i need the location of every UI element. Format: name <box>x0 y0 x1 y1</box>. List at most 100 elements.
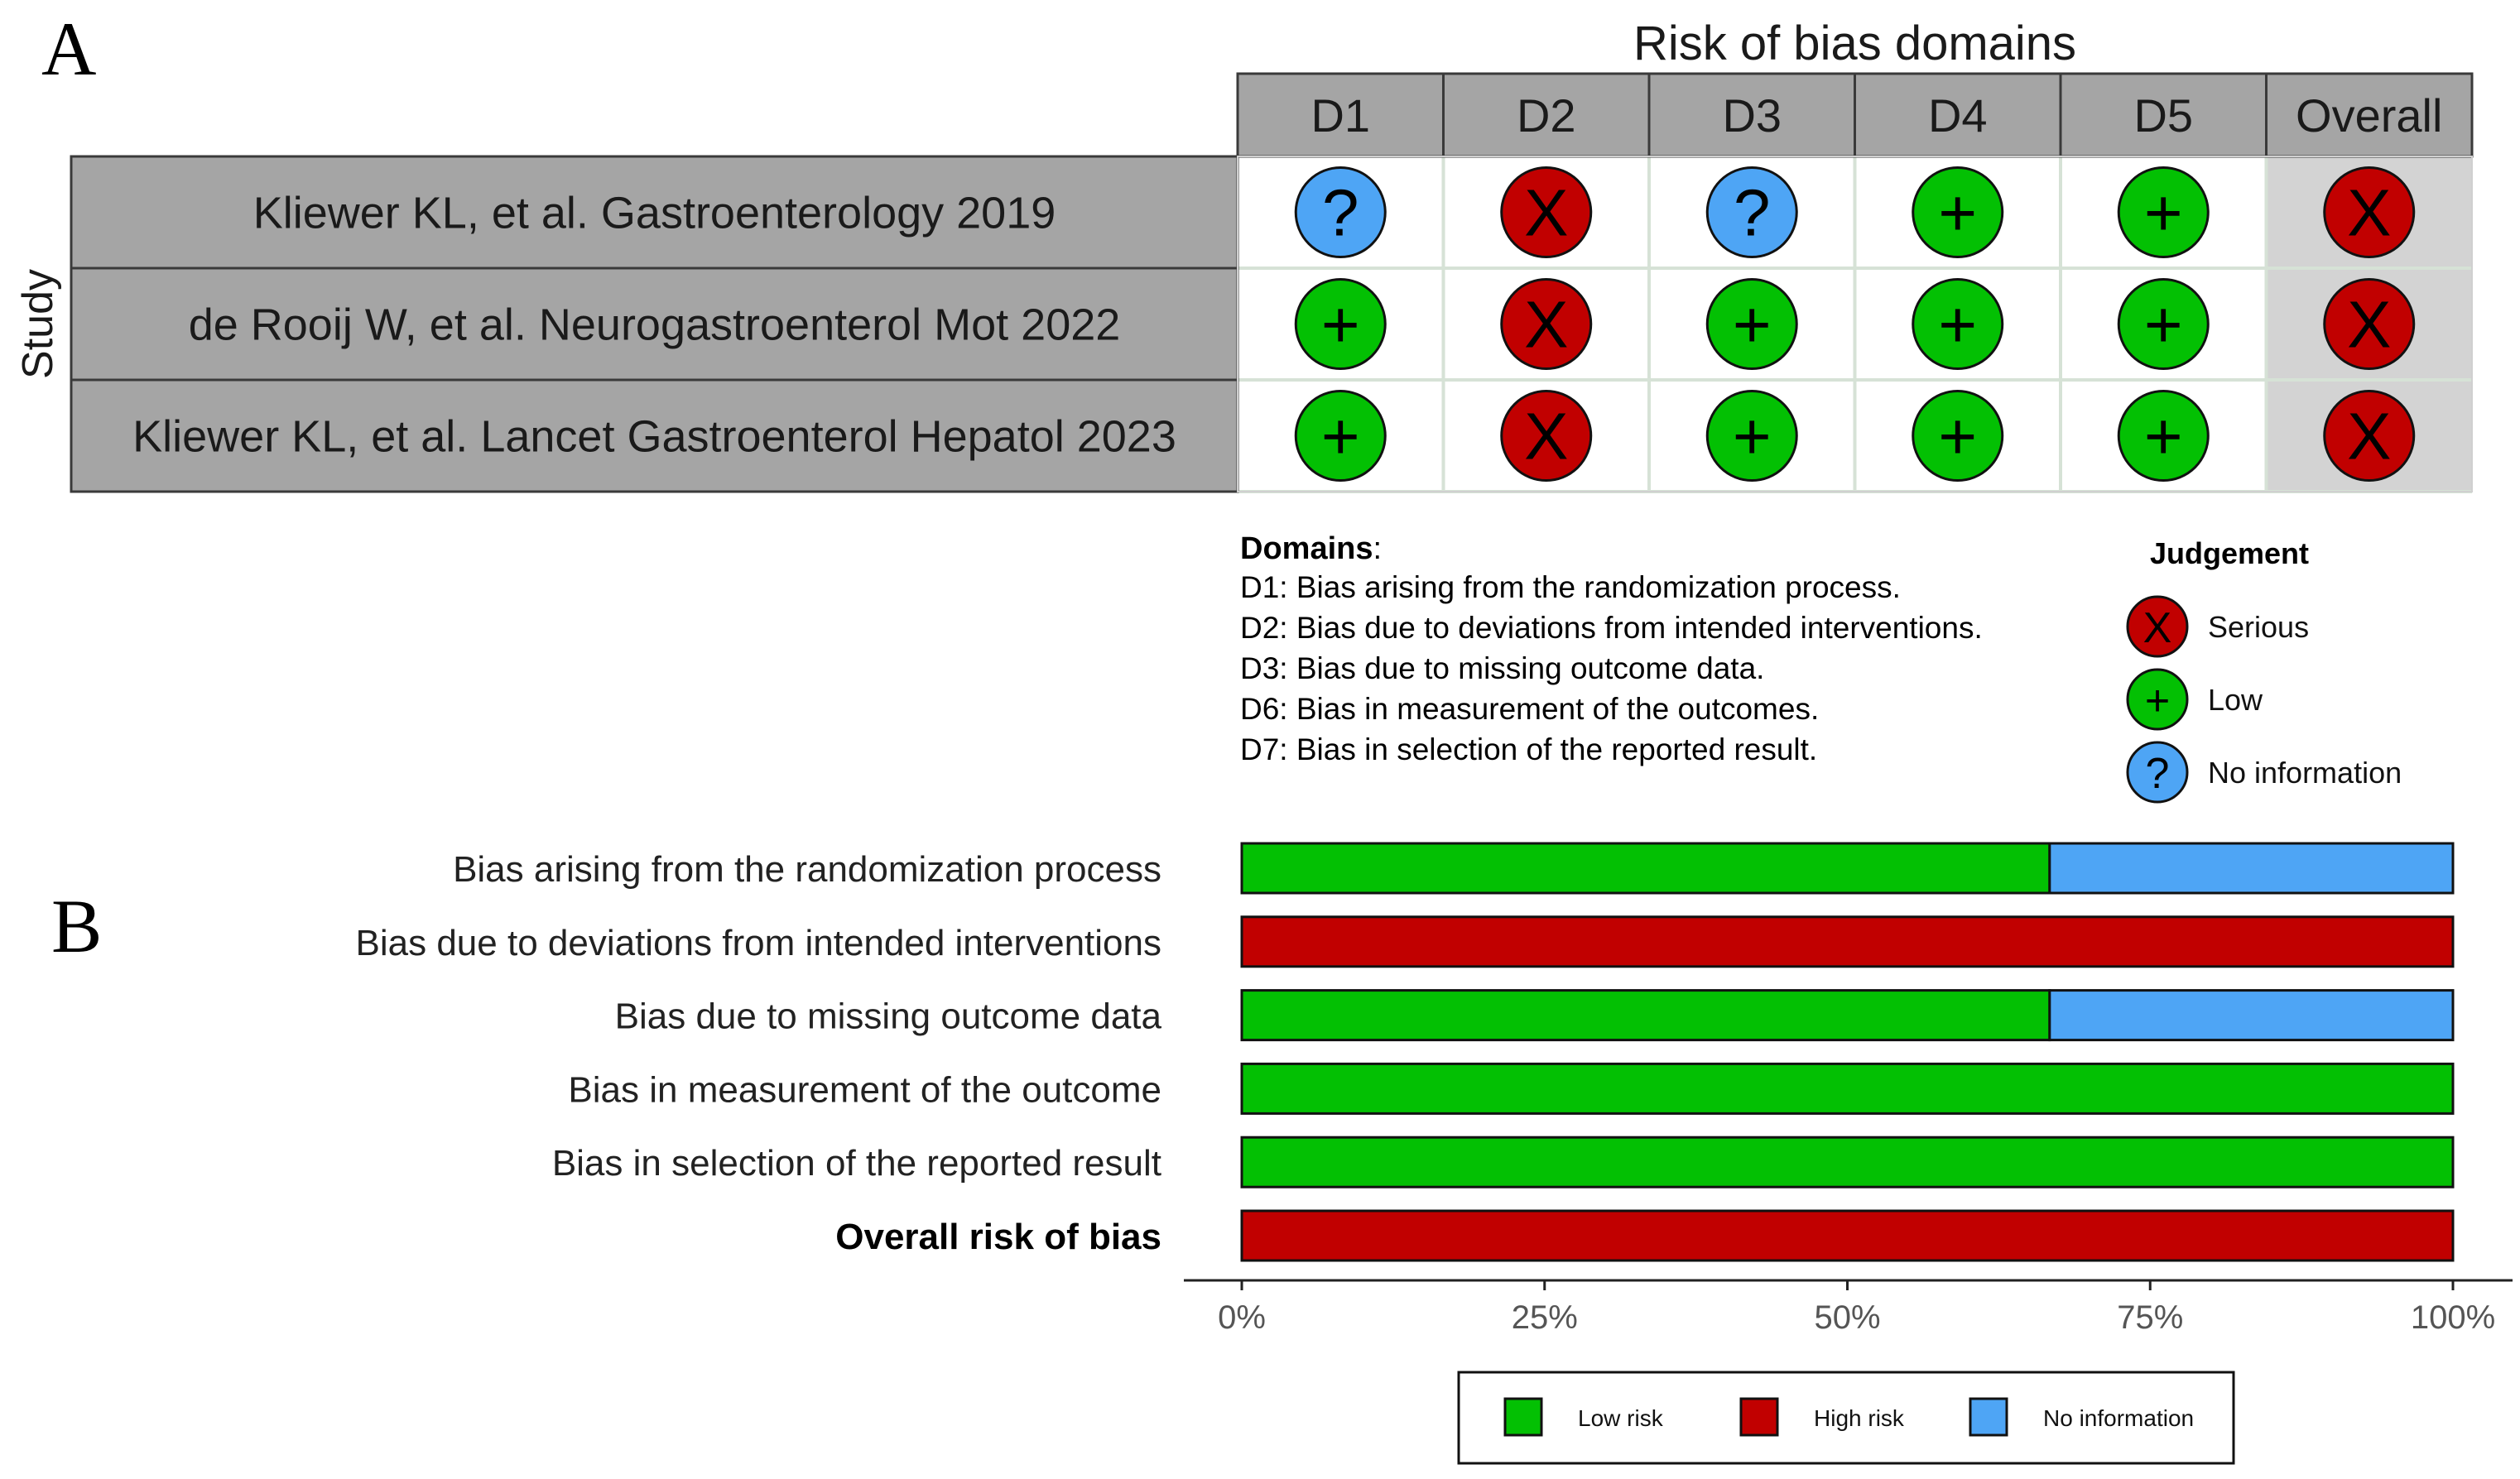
category-label: Bias in measurement of the outcome <box>568 1069 1161 1110</box>
legend-swatch-high <box>1739 1397 1779 1437</box>
question-icon: ? <box>1734 176 1771 250</box>
legend-swatch-low <box>1503 1397 1543 1437</box>
question-icon: ? <box>1322 176 1359 250</box>
plus-icon: + <box>2144 176 2183 250</box>
plot-border <box>1237 156 2473 492</box>
study-label: de Rooij W, et al. Neurogastroenterol Mo… <box>189 300 1121 350</box>
plus-icon: + <box>1938 400 1977 473</box>
judgement-marker-no_info <box>1705 166 1798 258</box>
x-icon: X <box>2143 604 2172 652</box>
legend-swatch-no_info <box>1969 1397 2008 1437</box>
judgement-marker-high <box>2323 390 2416 482</box>
bar-segment-low <box>1240 989 2051 1042</box>
plus-icon: + <box>1321 400 1360 473</box>
domains-heading-text: Domains <box>1240 531 1373 566</box>
domains-title: Risk of bias domains <box>1633 17 2076 70</box>
judgement-marker-high <box>1500 278 1593 370</box>
bar-segment-low <box>1240 842 2051 895</box>
judgement-marker-no_info <box>1294 166 1387 258</box>
column-header-overall: Overall <box>2296 89 2442 142</box>
domain-definition: D7: Bias in selection of the reported re… <box>1240 732 1817 766</box>
judgement-marker-low <box>2117 278 2210 370</box>
category-label: Bias due to deviations from intended int… <box>356 923 1161 963</box>
bar-segment-low <box>1240 1062 2455 1115</box>
x-tick-label: 75% <box>2117 1299 2183 1336</box>
plus-icon: + <box>1321 288 1360 362</box>
summary-chart-legend: Low risk High risk No information <box>1457 1371 2235 1465</box>
column-header-d5: D5 <box>2133 89 2193 142</box>
column-header-d1: D1 <box>1310 89 1370 142</box>
study-axis-label: Study <box>14 269 62 379</box>
judgement-marker-high <box>2323 166 2416 258</box>
legend-label-low: Low risk <box>1578 1405 1664 1431</box>
x-tick-label: 100% <box>2411 1299 2495 1336</box>
legend-marker-low <box>2126 668 2189 731</box>
plus-icon: + <box>2144 288 2183 362</box>
x-tick-label: 0% <box>1218 1299 1266 1336</box>
study-label-cell <box>70 155 1239 270</box>
x-icon: X <box>1524 400 1568 473</box>
judgement-marker-low <box>1912 390 2004 482</box>
question-icon: ? <box>2146 750 2170 798</box>
domains-heading-colon: : <box>1373 531 1382 566</box>
x-icon: X <box>2347 400 2391 473</box>
judgement-marker-high <box>2323 278 2416 370</box>
domains-legend-heading: Domains: <box>1240 531 1382 566</box>
legend-box <box>1457 1371 2235 1465</box>
column-header-d3: D3 <box>1722 89 1782 142</box>
domain-definition: D2: Bias due to deviations from intended… <box>1240 611 1983 645</box>
judgement-marker-low <box>1294 390 1387 482</box>
category-label: Overall risk of bias <box>835 1217 1161 1257</box>
judgement-marker-high <box>1500 390 1593 482</box>
plus-icon: + <box>1938 176 1977 250</box>
column-header-cell <box>2265 72 2474 158</box>
plus-icon: + <box>1733 400 1772 473</box>
study-label-cell <box>70 378 1239 493</box>
bar-segment-no_info <box>2048 842 2455 895</box>
judgement-marker-low <box>1294 278 1387 370</box>
legend-label-no_info: No information <box>2208 756 2402 790</box>
domain-definition: D6: Bias in measurement of the outcomes. <box>1240 692 1819 726</box>
category-label: Bias arising from the randomization proc… <box>453 849 1161 890</box>
domain-definition: D1: Bias arising from the randomization … <box>1240 570 1901 604</box>
panel-b-label: B <box>51 884 102 968</box>
column-header-d2: D2 <box>1517 89 1576 142</box>
plus-icon: + <box>1938 288 1977 362</box>
column-header-cell <box>1854 72 2062 158</box>
judgement-marker-low <box>1705 390 1798 482</box>
bar-segment-high <box>1240 915 2455 968</box>
judgement-marker-low <box>1705 278 1798 370</box>
traffic-light-plot: Risk of bias domains Study D1 D2 D3 D4 D5 Overa… <box>14 17 2474 493</box>
legend-label-high: Serious <box>2208 610 2309 644</box>
study-label: Kliewer KL, et al. Lancet Gastroenterol … <box>132 412 1176 462</box>
column-header-d4: D4 <box>1928 89 1988 142</box>
judgement-legend: Judgement X Serious + Low? No information <box>2126 536 2402 804</box>
judgement-marker-low <box>1912 166 2004 258</box>
legend-marker-high <box>2126 595 2189 658</box>
x-tick-label: 50% <box>1814 1299 1880 1336</box>
bar-segment-high <box>1240 1209 2455 1262</box>
study-label: Kliewer KL, et al. Gastroenterology 2019 <box>253 189 1056 238</box>
domain-definition: D3: Bias due to missing outcome data. <box>1240 651 1764 685</box>
bar-segment-low <box>1240 1136 2455 1188</box>
plus-icon: + <box>1733 288 1772 362</box>
study-label-cell <box>70 267 1239 382</box>
domains-legend: Domains: D1: Bias arising from the random… <box>1240 531 1983 766</box>
x-icon: X <box>2347 288 2391 362</box>
category-label: Bias in selection of the reported result <box>552 1143 1161 1184</box>
x-icon: X <box>1524 176 1568 250</box>
category-label: Bias due to missing outcome data <box>615 996 1162 1037</box>
x-icon: X <box>1524 288 1568 362</box>
judgement-marker-low <box>2117 166 2210 258</box>
plus-icon: + <box>2145 677 2170 725</box>
panel-a-label: A <box>41 7 96 91</box>
x-icon: X <box>2347 176 2391 250</box>
judgement-marker-low <box>1912 278 2004 370</box>
summary-bar-chart: Bias arising from the randomization proc… <box>356 842 2513 1336</box>
legend-label-no_info: No information <box>2043 1405 2194 1431</box>
legend-label-low: Low <box>2208 683 2263 717</box>
bar-segment-no_info <box>2048 989 2455 1042</box>
legend-marker-no_info <box>2126 741 2189 804</box>
x-tick-label: 25% <box>1512 1299 1578 1336</box>
